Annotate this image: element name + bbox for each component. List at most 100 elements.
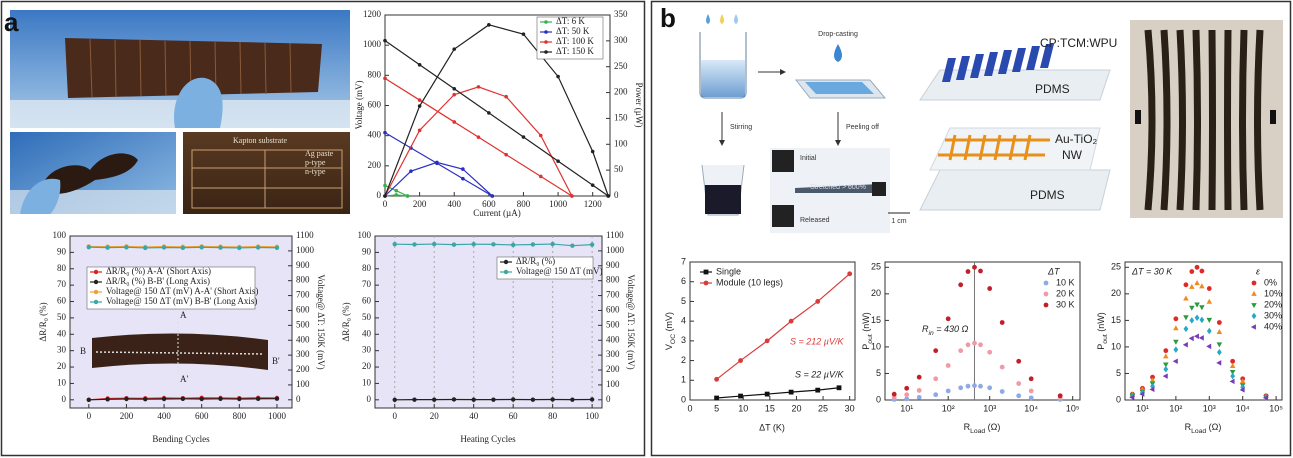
x-tick-label: 10² <box>942 403 955 413</box>
photo-bent-device <box>10 132 176 214</box>
marker <box>274 245 280 250</box>
marker <box>161 396 167 402</box>
marker <box>461 176 465 181</box>
marker <box>1251 303 1257 309</box>
y2-tick-label: 100 <box>296 379 310 389</box>
marker <box>199 245 204 250</box>
y-axis-label: VOC (mV) <box>664 312 677 350</box>
marker <box>503 269 509 275</box>
marker <box>1172 358 1178 365</box>
marker <box>451 397 457 402</box>
marker <box>1189 317 1195 324</box>
marker <box>510 242 516 248</box>
marker <box>451 242 457 247</box>
marker <box>452 120 457 124</box>
marker <box>1199 316 1205 324</box>
marker <box>93 289 99 295</box>
marker <box>815 299 821 304</box>
y-tick-label: 600 <box>368 100 382 110</box>
legend-label: 0% <box>1264 277 1277 287</box>
x-axis-label: RLoad (Ω) <box>1185 422 1222 435</box>
marker <box>1262 395 1268 401</box>
marker <box>999 320 1005 325</box>
y-tick-label: 3 <box>681 335 686 345</box>
x-tick-label: 1200 <box>584 199 603 209</box>
chart: 0 200 400 600 800 100001020304050607080901000… <box>38 230 326 444</box>
marker <box>1183 295 1189 301</box>
marker <box>1206 286 1212 291</box>
marker <box>1216 348 1222 356</box>
marker <box>958 348 964 354</box>
series-line <box>384 40 609 197</box>
marker <box>1250 324 1256 330</box>
marker <box>490 194 495 198</box>
y-axis-label: Voltage (mV) <box>354 80 364 129</box>
marker <box>1194 302 1200 308</box>
y-tick-label: 10 <box>57 377 67 387</box>
marker <box>218 396 223 402</box>
y-tick-label: 20 <box>362 361 372 371</box>
y-axis-label-part: V <box>664 344 674 350</box>
marker <box>530 397 536 402</box>
y-tick-label: 80 <box>362 263 372 273</box>
marker <box>392 397 397 403</box>
y-axis-label-part: (nW) <box>1096 312 1106 334</box>
marker <box>703 269 709 275</box>
marker <box>1199 305 1205 311</box>
x-axis-label: ΔT (K) <box>759 422 785 432</box>
marker <box>904 385 910 391</box>
legend-label: ΔT: 100 K <box>556 36 594 46</box>
marker <box>274 396 280 401</box>
marker <box>1206 298 1213 304</box>
y2-tick-label: 300 <box>614 35 628 45</box>
marker <box>180 245 186 250</box>
y2-tick-label: 700 <box>296 290 310 300</box>
y2-tick-label: 150 <box>614 112 628 122</box>
film-label: Initial <box>800 155 817 162</box>
inset-label: B' <box>272 356 280 366</box>
x-tick-label: 200 <box>120 411 134 421</box>
marker <box>1139 391 1145 397</box>
x-tick-label: 5 <box>714 403 719 413</box>
marker <box>124 396 129 402</box>
marker <box>999 389 1005 394</box>
process-diagram: Drop-casting Stirring Peeling off Initia… <box>699 14 910 233</box>
x-tick-label: 25 <box>818 403 828 413</box>
marker <box>93 279 99 285</box>
y-axis-label: ΔR/R₀ (%) <box>38 302 48 341</box>
marker <box>972 340 977 346</box>
marker <box>904 392 910 398</box>
marker <box>764 338 770 344</box>
marker <box>544 40 548 44</box>
marker <box>417 104 422 108</box>
x-tick-label: 600 <box>195 411 209 421</box>
marker <box>891 391 897 397</box>
marker <box>1173 325 1179 331</box>
marker <box>476 135 481 139</box>
photo-label: n-type <box>305 167 326 176</box>
marker <box>1194 314 1200 321</box>
marker <box>1206 343 1212 350</box>
legend-label: ΔR/R₀ (%) A-A' (Short Axis) <box>106 266 211 276</box>
series-line <box>384 24 609 197</box>
marker <box>788 389 794 395</box>
y-tick-label: 0 <box>62 394 67 404</box>
panel-frame <box>650 0 1292 457</box>
marker <box>1182 342 1188 348</box>
marker <box>487 23 491 27</box>
x-tick-label: 200 <box>413 199 427 209</box>
marker <box>1239 387 1245 393</box>
legend: ΔR/R₀ (%) A-A' (Short Axis)ΔR/R₀ (%) B-B… <box>86 266 258 310</box>
y2-tick-label: 300 <box>296 349 310 359</box>
marker <box>143 396 148 402</box>
y-tick-label: 90 <box>362 246 372 256</box>
marker <box>965 383 971 389</box>
x-axis-label: RLoad (Ω) <box>964 422 1001 435</box>
marker <box>1206 327 1212 335</box>
annotation: Rin = 430 Ω <box>922 324 969 337</box>
marker <box>1230 372 1236 380</box>
marker <box>383 194 387 198</box>
x-tick-label: 60 <box>509 411 519 421</box>
